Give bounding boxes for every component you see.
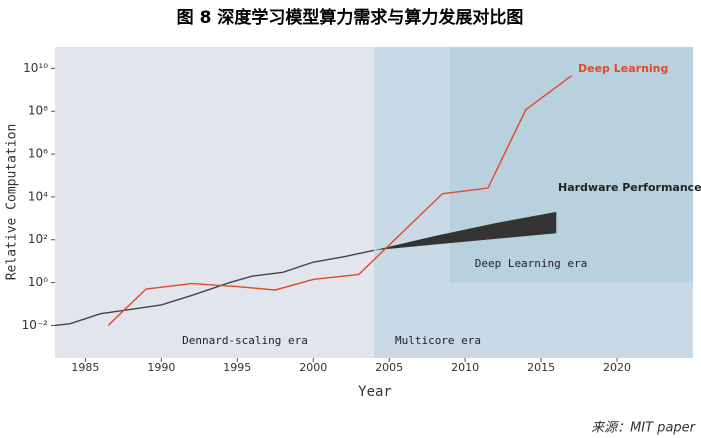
era-label: Dennard-scaling era	[182, 334, 308, 347]
x-tick-label: 1985	[71, 361, 99, 374]
y-axis-label: Relative Computation	[5, 124, 20, 281]
y-tick-label: 10⁻²	[22, 318, 49, 332]
x-tick-label: 2000	[299, 361, 327, 374]
y-tick-label: 10¹⁰	[23, 61, 48, 75]
x-tick-label: 2010	[451, 361, 479, 374]
y-tick-label: 10²	[28, 232, 48, 246]
era-label: Deep Learning era	[475, 257, 588, 270]
series-label: Hardware Performance	[558, 181, 701, 194]
y-tick-label: 10⁶	[28, 147, 48, 161]
hardware-band	[374, 211, 557, 251]
source: 来源：MIT paper	[591, 421, 697, 436]
x-tick-label: 1995	[223, 361, 251, 374]
series-line	[107, 75, 572, 326]
era-region	[55, 47, 374, 358]
era-region	[449, 47, 693, 283]
plot-area: Dennard-scaling era Multicore era Deep Lea…	[22, 47, 701, 374]
x-tick-label: 2015	[527, 361, 555, 374]
series-label: Deep Learning	[578, 62, 668, 75]
x-tick-label: 2020	[603, 361, 631, 374]
x-tick-label: 1990	[147, 361, 175, 374]
series-line	[54, 249, 375, 327]
y-tick-label: 10⁸	[28, 104, 48, 118]
y-tick-label: 10⁴	[28, 189, 48, 203]
x-axis-label: Year	[358, 384, 392, 400]
chart-title: 图 8 深度学习模型算力需求与算力发展对比图	[177, 7, 524, 28]
y-tick-label: 10⁰	[28, 275, 48, 289]
x-tick-label: 2005	[375, 361, 403, 374]
era-label: Multicore era	[395, 334, 481, 347]
